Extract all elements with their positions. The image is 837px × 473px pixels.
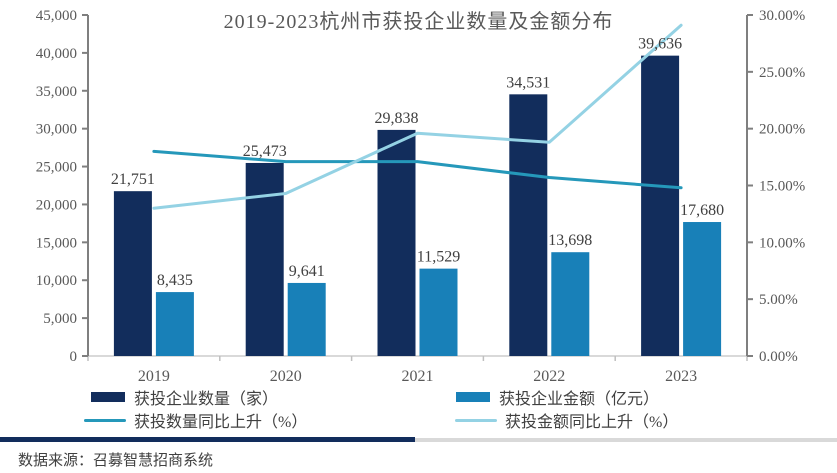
bar-data-label: 34,531 <box>506 74 550 91</box>
x-axis-category-label: 2019 <box>138 368 170 385</box>
bar-data-label: 11,529 <box>417 249 460 266</box>
bar-data-label: 17,680 <box>680 202 724 219</box>
left-axis-tick-label: 25,000 <box>36 160 77 176</box>
bar-data-label: 9,641 <box>289 263 325 280</box>
left-axis-tick-label: 30,000 <box>36 122 77 138</box>
legend-label-amount-bars: 获投企业金额（亿元） <box>499 391 660 408</box>
bar-series-0-cat-2 <box>377 129 416 356</box>
left-axis-tick-label: 15,000 <box>36 235 77 251</box>
bar-series-0-cat-3 <box>509 94 548 356</box>
bar-data-label: 21,751 <box>111 171 155 188</box>
left-axis-tick-label: 10,000 <box>36 273 77 289</box>
bar-series-1-cat-4 <box>683 222 722 356</box>
legend-label-amount-growth: 获投金额同比上升（%） <box>505 414 679 431</box>
bar-data-label: 25,473 <box>243 143 287 160</box>
bar-series-1-cat-0 <box>155 292 194 356</box>
legend-swatch-lightblue-line <box>455 418 497 422</box>
bar-series-1-cat-3 <box>551 252 590 356</box>
left-axis-tick-label: 0 <box>70 349 78 365</box>
x-axis-category-label: 2023 <box>665 368 697 385</box>
legend-swatch-teal-line <box>84 418 126 422</box>
left-axis-tick-label: 40,000 <box>36 46 77 62</box>
divider-gray-bar <box>415 438 837 442</box>
right-axis-tick-label: 25.00% <box>759 65 805 81</box>
line-series-1 <box>152 23 683 210</box>
right-axis-tick-label: 0.00% <box>759 349 798 365</box>
right-axis-tick-label: 10.00% <box>759 235 805 251</box>
legend-item-amount-bars: 获投企业金额（亿元） <box>456 388 660 408</box>
legend-item-amount-growth-line: 获投金额同比上升（%） <box>455 411 679 431</box>
legend-label-count-bars: 获投企业数量（家） <box>134 391 279 408</box>
right-axis-tick-label: 20.00% <box>759 122 805 138</box>
bar-data-label: 29,838 <box>375 110 419 127</box>
chart-title: 2019-2023杭州市获投企业数量及金额分布 <box>223 11 614 33</box>
bar-data-label: 13,698 <box>548 232 592 249</box>
left-axis-tick-label: 35,000 <box>36 84 77 100</box>
bar-series-0-cat-0 <box>113 191 152 356</box>
bar-series-1-cat-2 <box>419 268 458 356</box>
left-axis-tick-label: 5,000 <box>43 311 77 327</box>
left-axis-tick-label: 20,000 <box>36 197 77 213</box>
line-series-0 <box>152 149 683 190</box>
x-axis-category-label: 2020 <box>270 368 302 385</box>
bar-series-0-cat-1 <box>245 162 284 356</box>
legend-item-count-growth-line: 获投数量同比上升（%） <box>84 411 308 431</box>
left-axis-tick-label: 45,000 <box>36 8 77 24</box>
legend-item-count-bars: 获投企业数量（家） <box>91 388 279 408</box>
bar-data-label: 39,636 <box>638 36 682 53</box>
x-axis-category-label: 2021 <box>402 368 434 385</box>
legend-label-count-growth: 获投数量同比上升（%） <box>134 414 308 431</box>
legend-swatch-navy-bar <box>91 392 125 402</box>
legend-swatch-blue-bar <box>456 392 490 402</box>
right-axis-tick-label: 5.00% <box>759 292 798 308</box>
right-axis-tick-label: 15.00% <box>759 179 805 195</box>
right-axis-tick-label: 30.00% <box>759 8 805 24</box>
chart-canvas: 0 5,000 10,000 15,000 20,000 25,000 30,000 35,0… <box>36 8 806 385</box>
bar-series-1-cat-1 <box>287 282 326 356</box>
x-axis-category-label: 2022 <box>533 368 565 385</box>
data-source-note: 数据来源：召募智慧招商系统 <box>18 453 214 469</box>
bar-series-0-cat-4 <box>641 55 680 356</box>
bar-data-label: 8,435 <box>157 272 193 289</box>
divider-accent-bar <box>0 437 415 442</box>
